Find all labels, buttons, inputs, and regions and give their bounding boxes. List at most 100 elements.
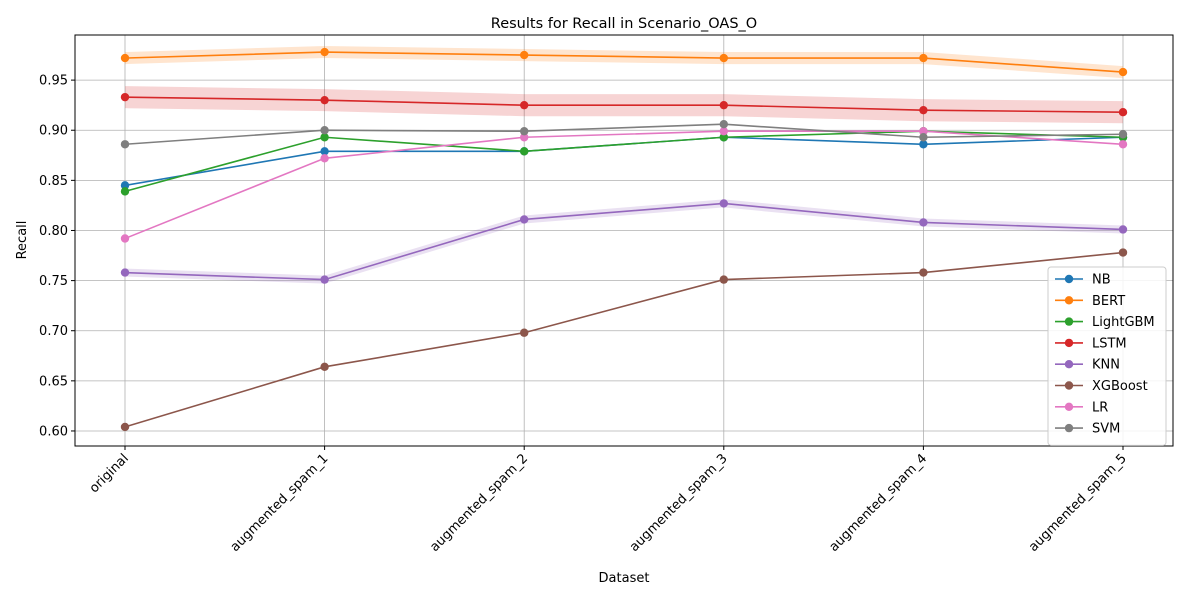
series-line <box>124 130 1124 240</box>
x-axis-label: Dataset <box>599 571 650 586</box>
data-point <box>1118 130 1128 139</box>
data-point <box>919 53 928 63</box>
data-point <box>520 133 529 142</box>
series-line <box>124 123 1124 146</box>
legend-swatch-marker <box>1064 338 1074 348</box>
x-tick-label: original <box>87 451 132 496</box>
x-tick-label: augmented_spam_4 <box>827 451 931 555</box>
series-bert <box>120 47 1128 77</box>
y-tick-label: 0.60 <box>39 424 68 439</box>
legend-label: LSTM <box>1092 336 1127 351</box>
data-point <box>320 126 329 135</box>
x-tick-label: augmented_spam_3 <box>627 451 731 555</box>
data-point <box>919 268 928 277</box>
legend-item: BERT <box>1055 294 1125 309</box>
chart-title: Results for Recall in Scenario_OAS_O <box>491 16 757 32</box>
series-lr <box>120 127 1128 243</box>
series-band <box>125 199 1123 284</box>
data-point <box>120 187 130 196</box>
data-point <box>1118 225 1128 234</box>
data-point <box>919 105 928 115</box>
series-line <box>124 130 1124 193</box>
data-point <box>120 92 130 102</box>
legend: NB BERT LightGBM LSTM KNN XGBoost LR SVM <box>1047 266 1167 446</box>
data-point <box>1118 67 1128 77</box>
legend-item: XGBoost <box>1055 379 1148 394</box>
data-point <box>320 362 329 372</box>
legend-swatch-marker <box>1064 317 1074 326</box>
legend-item: LightGBM <box>1055 315 1155 330</box>
legend-item: LSTM <box>1055 336 1127 351</box>
data-point <box>520 127 529 136</box>
series-band <box>125 46 1123 79</box>
y-tick-label: 0.65 <box>39 374 68 389</box>
series-lstm <box>120 92 1128 117</box>
data-point <box>320 154 329 163</box>
legend-item: KNN <box>1055 358 1120 373</box>
y-tick-label: 0.75 <box>39 274 68 289</box>
data-point <box>320 133 329 142</box>
data-point <box>520 100 529 110</box>
data-point <box>520 215 529 224</box>
legend-swatch-marker <box>1064 274 1074 284</box>
data-point <box>120 268 130 277</box>
series-line <box>124 51 1124 73</box>
data-point <box>719 127 728 136</box>
data-point <box>719 53 728 63</box>
series-nb <box>120 133 1128 190</box>
data-point <box>320 275 329 284</box>
y-axis-ticks: 0.60 0.65 0.70 0.75 0.80 0.85 0.90 0.95 <box>39 74 75 439</box>
data-point <box>919 127 928 136</box>
legend-swatch-marker <box>1064 296 1074 305</box>
data-point <box>719 120 728 129</box>
legend-label: LightGBM <box>1092 315 1155 330</box>
legend-label: XGBoost <box>1092 379 1148 394</box>
y-tick-label: 0.95 <box>39 74 68 89</box>
data-point <box>1118 107 1128 117</box>
plot-frame <box>74 34 1174 447</box>
data-point <box>1118 248 1128 257</box>
legend-swatch-marker <box>1064 402 1074 411</box>
legend-swatch-marker <box>1064 423 1074 433</box>
data-point <box>919 140 928 149</box>
data-point <box>1118 140 1128 149</box>
data-point <box>120 140 130 149</box>
series-lightgbm <box>120 127 1128 196</box>
series-xgboost <box>120 248 1128 432</box>
x-axis-ticks: original augmented_spam_1 augmented_spam_2… <box>87 446 1130 555</box>
data-point <box>120 181 130 190</box>
data-point <box>719 275 728 284</box>
data-point <box>719 133 728 142</box>
y-tick-label: 0.70 <box>39 324 68 339</box>
data-point <box>520 50 529 60</box>
legend-label: SVM <box>1092 422 1120 437</box>
legend-label: BERT <box>1092 294 1125 309</box>
series-line <box>124 251 1124 428</box>
data-point <box>320 47 329 57</box>
series-svm <box>120 120 1128 149</box>
data-point <box>320 147 329 156</box>
legend-swatch-marker <box>1064 360 1074 369</box>
data-point <box>719 199 728 208</box>
data-point <box>320 95 329 105</box>
legend-item: LR <box>1055 400 1108 415</box>
data-point <box>120 53 130 63</box>
x-tick-label: augmented_spam_2 <box>427 451 531 555</box>
data-point <box>120 234 130 243</box>
legend-label: NB <box>1092 273 1111 288</box>
legend-item: SVM <box>1055 422 1120 437</box>
y-axis-label: Recall <box>15 221 30 260</box>
data-point <box>719 100 728 110</box>
legend-box <box>1047 266 1167 446</box>
y-tick-label: 0.90 <box>39 124 68 139</box>
x-tick-label: augmented_spam_1 <box>228 451 332 555</box>
y-tick-label: 0.85 <box>39 174 68 189</box>
data-point <box>120 422 130 432</box>
data-point <box>520 328 529 337</box>
series-line <box>124 202 1124 281</box>
x-tick-label: augmented_spam_5 <box>1026 451 1130 555</box>
data-point <box>520 147 529 156</box>
legend-item: NB <box>1055 273 1111 288</box>
legend-swatch-marker <box>1064 381 1074 390</box>
